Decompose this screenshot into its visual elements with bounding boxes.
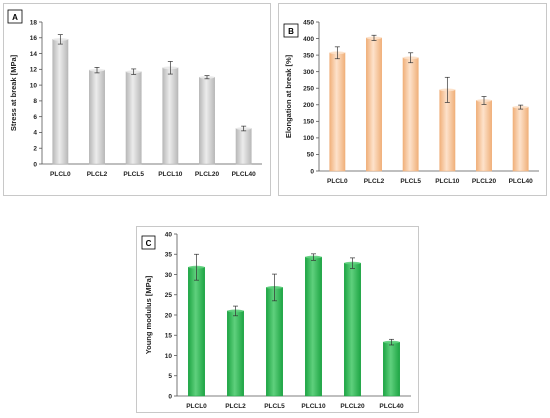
y-tick-label-a-2: 4 bbox=[33, 130, 37, 137]
x-tick-label-c-PLCL2: PLCL2 bbox=[225, 403, 246, 410]
bar-b-PLCL2 bbox=[366, 37, 382, 172]
x-tick-label-a-PLCL20: PLCL20 bbox=[195, 171, 220, 178]
y-tick-label-b-0: 0 bbox=[310, 168, 314, 175]
y-axis-title-a: Stress at break [MPa] bbox=[9, 54, 18, 131]
bar-a-PLCL2 bbox=[89, 69, 105, 165]
bar-c-PLCL0 bbox=[188, 266, 205, 397]
chart-panel-a: 0 2 4 6 8 10 12 14 16 18 Stress at break [MPa] PLCL… bbox=[3, 3, 271, 196]
x-tick-label-b-PLCL40: PLCL40 bbox=[509, 178, 534, 185]
y-tick-label-c-3: 15 bbox=[165, 333, 173, 340]
x-tick-label-a-PLCL2: PLCL2 bbox=[87, 171, 108, 178]
x-tick-label-b-PLCL0: PLCL0 bbox=[327, 178, 348, 185]
y-tick-label-b-7: 350 bbox=[303, 52, 314, 59]
x-tick-label-a-PLCL40: PLCL40 bbox=[232, 171, 257, 178]
y-tick-label-a-0: 0 bbox=[33, 161, 37, 168]
y-tick-label-a-8: 16 bbox=[30, 35, 38, 42]
y-tick-label-b-4: 200 bbox=[303, 102, 314, 109]
y-tick-label-b-8: 400 bbox=[303, 36, 314, 43]
bar-c-PLCL40 bbox=[383, 341, 400, 397]
y-tick-label-b-9: 450 bbox=[303, 19, 314, 26]
bar-c-PLCL2 bbox=[227, 310, 244, 397]
bar-a-PLCL20 bbox=[199, 76, 215, 165]
x-tick-label-c-PLCL40: PLCL40 bbox=[379, 403, 404, 410]
bar-b-PLCL20 bbox=[476, 100, 492, 172]
y-tick-label-a-3: 6 bbox=[33, 114, 37, 121]
bar-b-PLCL40 bbox=[512, 106, 529, 172]
panel-letter-a: A bbox=[12, 13, 18, 22]
y-tick-label-c-5: 25 bbox=[165, 292, 173, 299]
panel-letter-box-a bbox=[7, 9, 23, 24]
panel-letter-box-c bbox=[141, 235, 156, 250]
y-tick-label-b-3: 150 bbox=[303, 119, 314, 126]
bar-c-PLCL5 bbox=[266, 287, 283, 397]
x-tick-label-c-PLCL5: PLCL5 bbox=[264, 403, 285, 410]
y-tick-label-b-2: 100 bbox=[303, 135, 314, 142]
bar-b-PLCL0 bbox=[329, 52, 346, 172]
chart-b: 0 50 100 150 200 250 300 350 400 450 Elongation at… bbox=[283, 19, 539, 185]
y-tick-label-a-9: 18 bbox=[30, 19, 38, 26]
x-tick-label-b-PLCL5: PLCL5 bbox=[400, 178, 421, 185]
panel-letter-b: B bbox=[288, 27, 294, 36]
x-tick-label-a-PLCL0: PLCL0 bbox=[50, 171, 71, 178]
y-tick-label-b-6: 300 bbox=[303, 69, 314, 76]
y-tick-label-c-7: 35 bbox=[165, 252, 173, 259]
y-axis-title-b: Elongation at break [%] bbox=[284, 54, 293, 138]
chart-c: 0 5 10 15 20 25 30 35 40 Young modulus [MPa] PLCL0… bbox=[141, 231, 411, 410]
x-tick-label-c-PLCL0: PLCL0 bbox=[186, 403, 207, 410]
y-axis-title-c: Young modulus [MPa] bbox=[144, 275, 153, 354]
x-tick-label-a-PLCL10: PLCL10 bbox=[158, 171, 183, 178]
y-tick-label-a-1: 2 bbox=[33, 146, 37, 153]
panel-letter-box-b bbox=[283, 23, 299, 38]
y-tick-label-c-0: 0 bbox=[168, 393, 172, 400]
bar-a-PLCL10 bbox=[162, 67, 179, 165]
bar-a-PLCL0 bbox=[52, 39, 69, 165]
x-tick-label-b-PLCL2: PLCL2 bbox=[364, 178, 385, 185]
bar-c-PLCL10 bbox=[305, 256, 322, 397]
bar-b-PLCL5 bbox=[402, 57, 419, 172]
y-tick-label-a-7: 14 bbox=[30, 51, 38, 58]
x-tick-label-b-PLCL20: PLCL20 bbox=[472, 178, 497, 185]
y-tick-label-c-8: 40 bbox=[165, 231, 173, 238]
x-tick-label-a-PLCL5: PLCL5 bbox=[123, 171, 144, 178]
y-tick-label-b-1: 50 bbox=[307, 152, 315, 159]
bar-c-PLCL20 bbox=[344, 262, 361, 397]
bar-a-PLCL40 bbox=[235, 128, 252, 165]
chart-panel-c: 0 5 10 15 20 25 30 35 40 Young modulus [MPa] PLCL0… bbox=[136, 226, 419, 413]
bar-a-PLCL5 bbox=[125, 71, 142, 165]
panel-letter-c: C bbox=[146, 239, 152, 248]
y-tick-label-a-5: 10 bbox=[30, 82, 38, 89]
y-tick-label-c-1: 5 bbox=[168, 373, 172, 380]
y-tick-label-a-4: 8 bbox=[33, 98, 37, 105]
y-tick-label-c-6: 30 bbox=[165, 272, 173, 279]
x-tick-label-b-PLCL10: PLCL10 bbox=[435, 178, 460, 185]
chart-panel-b: 0 50 100 150 200 250 300 350 400 450 Elongation at… bbox=[278, 3, 547, 196]
x-tick-label-c-PLCL10: PLCL10 bbox=[301, 403, 326, 410]
y-tick-label-c-2: 10 bbox=[165, 353, 173, 360]
x-tick-label-c-PLCL20: PLCL20 bbox=[340, 403, 365, 410]
chart-a: 0 2 4 6 8 10 12 14 16 18 Stress at break [MPa] PLCL… bbox=[7, 9, 262, 178]
y-tick-label-c-4: 20 bbox=[165, 312, 173, 319]
y-tick-label-a-6: 12 bbox=[30, 67, 38, 74]
y-tick-label-b-5: 250 bbox=[303, 86, 314, 93]
